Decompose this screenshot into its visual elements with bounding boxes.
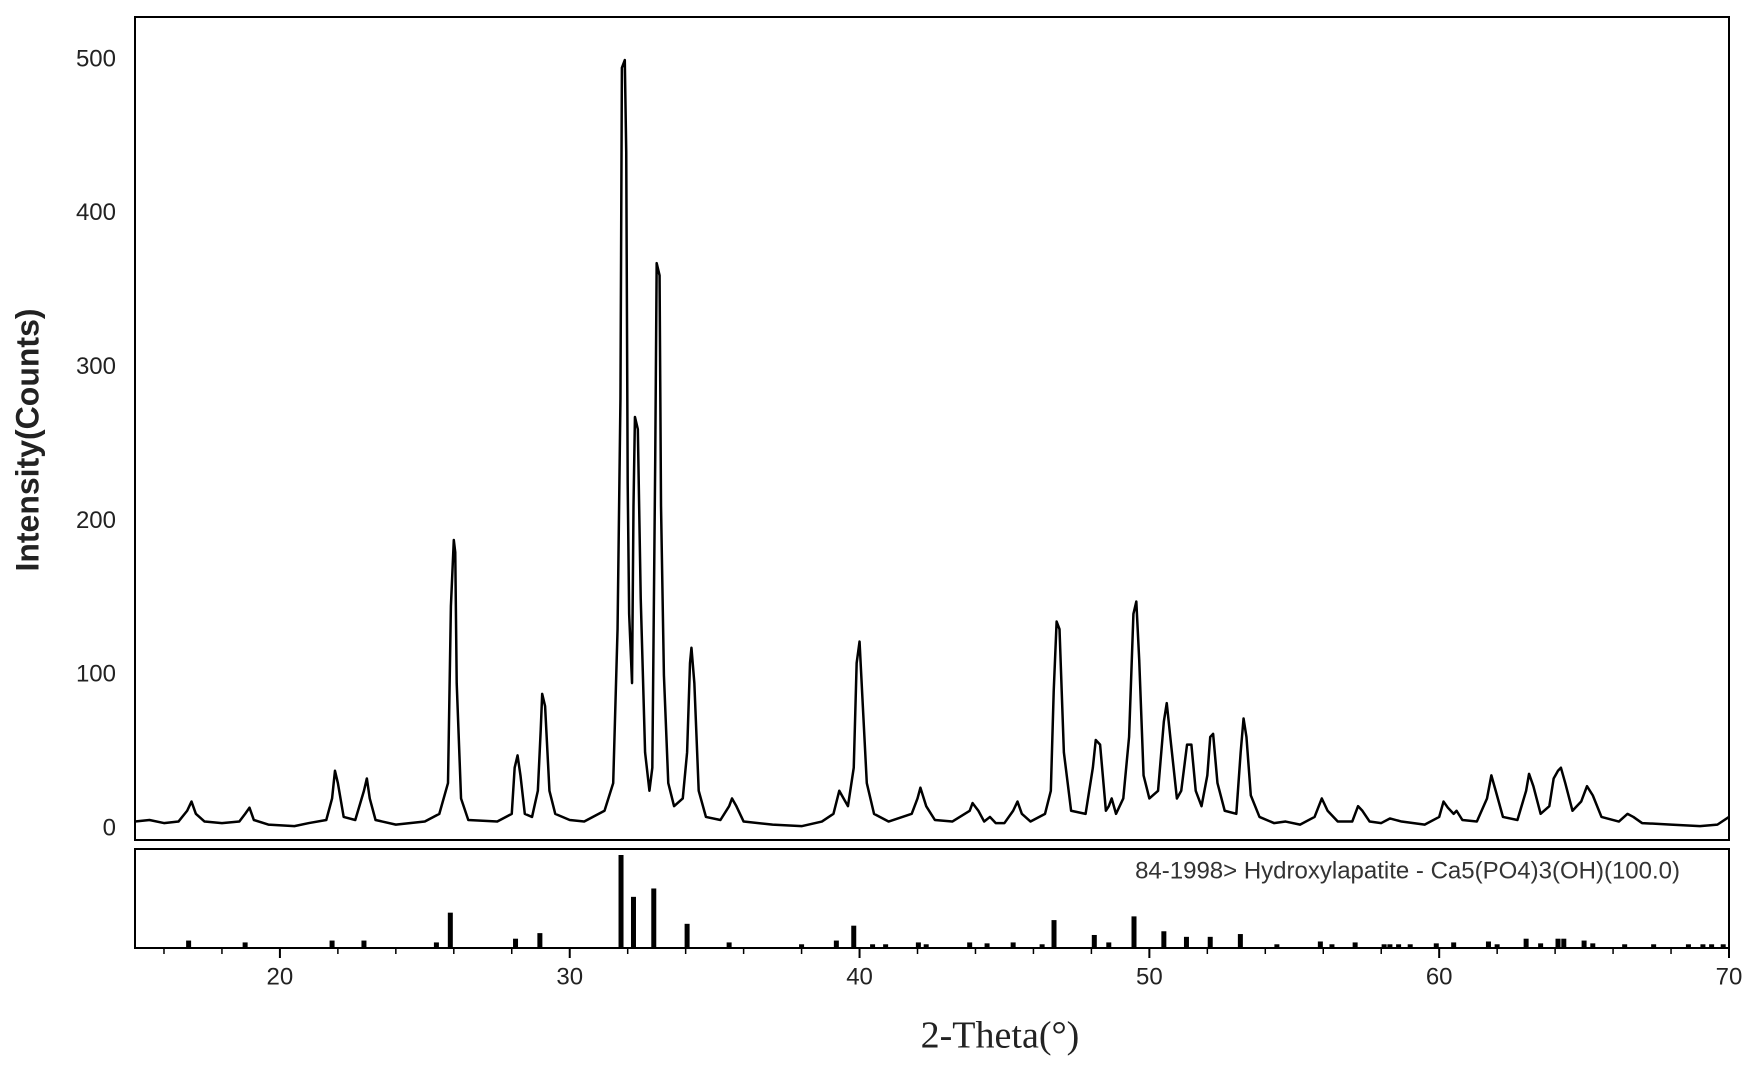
reference-stick: [1651, 944, 1656, 948]
reference-stick: [651, 888, 656, 948]
reference-stick: [1396, 944, 1401, 948]
reference-stick: [851, 926, 856, 948]
y-tick-label: 400: [76, 199, 116, 226]
reference-stick: [243, 942, 248, 948]
reference-stick: [361, 941, 366, 948]
reference-stick: [1092, 935, 1097, 948]
reference-stick: [727, 942, 732, 948]
x-axis-title: 2-Theta(°): [921, 1015, 1080, 1057]
reference-stick: [1274, 944, 1279, 948]
reference-stick: [1238, 934, 1243, 948]
reference-stick: [1538, 943, 1543, 948]
reference-stick: [916, 942, 921, 948]
reference-stick: [1184, 937, 1189, 948]
reference-stick: [1208, 937, 1213, 948]
x-tick-label: 20: [267, 963, 294, 990]
reference-stick: [1011, 942, 1016, 948]
reference-stick: [1382, 944, 1387, 948]
x-tick-label: 50: [1136, 963, 1163, 990]
reference-stick: [985, 943, 990, 948]
reference-stick: [1556, 939, 1561, 948]
reference-stick: [1561, 939, 1566, 948]
reference-stick: [1486, 941, 1491, 948]
reference-stick: [1495, 944, 1500, 948]
reference-stick: [1622, 944, 1627, 948]
reference-stick: [1434, 943, 1439, 948]
x-tick-label: 60: [1426, 963, 1453, 990]
reference-stick: [924, 944, 929, 948]
reference-stick: [186, 941, 191, 948]
reference-stick: [434, 942, 439, 948]
reference-stick: [685, 924, 690, 948]
reference-stick: [1709, 944, 1714, 948]
reference-stick: [1132, 916, 1137, 948]
reference-stick: [1052, 920, 1057, 948]
y-axis-title: Intensity(Counts): [9, 308, 45, 571]
reference-stick: [619, 855, 624, 948]
reference-stick: [1721, 944, 1726, 948]
x-tick-label: 40: [846, 963, 873, 990]
x-tick-label: 30: [556, 963, 583, 990]
reference-stick: [834, 941, 839, 948]
page: {"chart_data": { "type": "line", "x_labe…: [0, 0, 1755, 1070]
reference-stick: [799, 944, 804, 948]
xrd-pattern: [135, 60, 1729, 826]
y-tick-label: 200: [76, 507, 116, 534]
reference-stick: [1040, 944, 1045, 948]
reference-stick: [1700, 944, 1705, 948]
y-tick-label: 500: [76, 45, 116, 72]
y-tick-label: 300: [76, 353, 116, 380]
reference-stick: [1329, 944, 1334, 948]
reference-stick: [1161, 931, 1166, 948]
reference-stick: [1590, 943, 1595, 948]
reference-stick: [448, 913, 453, 948]
reference-stick: [967, 942, 972, 948]
reference-stick: [883, 944, 888, 948]
reference-stick: [1387, 944, 1392, 948]
x-tick-label: 70: [1716, 963, 1743, 990]
reference-label: 84-1998> Hydroxylapatite - Ca5(PO4)3(OH)…: [1135, 857, 1680, 884]
reference-stick: [1524, 939, 1529, 948]
y-tick-label: 100: [76, 661, 116, 688]
reference-stick: [1318, 941, 1323, 948]
reference-stick: [1353, 942, 1358, 948]
y-tick-label: 0: [103, 815, 116, 842]
plot-frame: [135, 17, 1729, 840]
reference-stick: [537, 933, 542, 948]
reference-stick: [1106, 942, 1111, 948]
reference-stick: [870, 944, 875, 948]
chart: 2-Theta(°) Intensity(Counts) 84-1998> Hy…: [0, 0, 1755, 1070]
reference-stick: [513, 939, 518, 948]
reference-stick: [1408, 944, 1413, 948]
reference-stick: [1451, 942, 1456, 948]
reference-stick: [1582, 941, 1587, 948]
reference-stick: [631, 897, 636, 948]
reference-stick: [330, 941, 335, 948]
reference-stick: [1686, 944, 1691, 948]
